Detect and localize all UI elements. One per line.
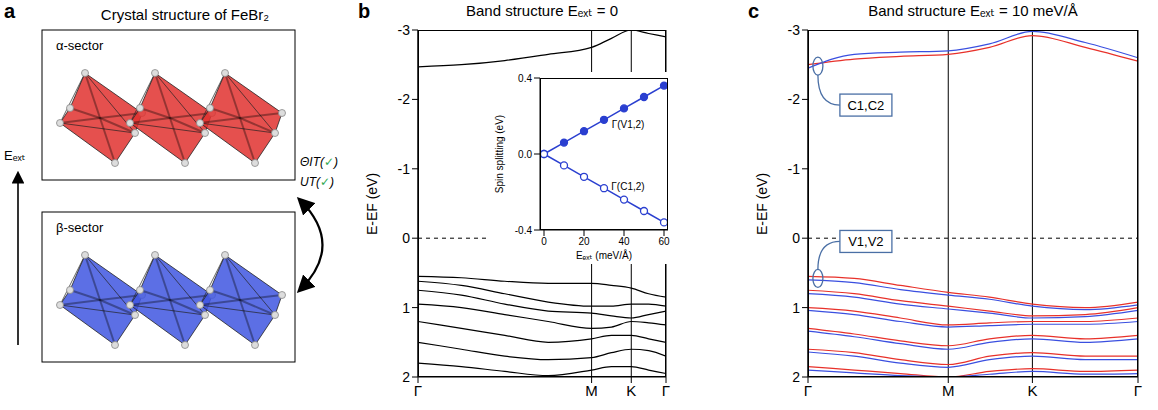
- svg-text:-3: -3: [398, 22, 411, 38]
- svg-text:-3: -3: [788, 22, 801, 38]
- html-text:b: b: [358, 0, 371, 22]
- svg-text:UT(✓): UT(✓): [300, 175, 334, 189]
- html-text:a: a: [4, 0, 16, 22]
- html-text:E-EF (eV): E-EF (eV): [364, 172, 380, 235]
- svg-text:Γ: Γ: [804, 382, 812, 399]
- svg-text:K: K: [1027, 382, 1037, 399]
- svg-text:Eₑₓₜ: Eₑₓₜ: [4, 148, 26, 163]
- svg-text:β-sector: β-sector: [56, 220, 104, 235]
- svg-text:-0.4: -0.4: [515, 225, 533, 236]
- html-text:c: c: [748, 0, 760, 22]
- svg-text:C1,C2: C1,C2: [847, 98, 884, 113]
- svg-text:-2: -2: [788, 91, 801, 107]
- svg-text:20: 20: [578, 236, 590, 247]
- svg-text:Crystal structure of FeBr₂: Crystal structure of FeBr₂: [101, 6, 270, 23]
- svg-text:Γ: Γ: [662, 382, 670, 399]
- svg-text:Γ(C1,2): Γ(C1,2): [611, 181, 644, 192]
- svg-text:K: K: [626, 382, 636, 399]
- svg-text:α-sector: α-sector: [56, 38, 104, 53]
- svg-text:1: 1: [792, 300, 800, 316]
- svg-text:M: M: [585, 382, 598, 399]
- html-text:Spin splitting (eV): Spin splitting (eV): [493, 114, 505, 194]
- svg-text:0: 0: [541, 236, 547, 247]
- html-text:Band structure Eₑₓₜ = 0: Band structure Eₑₓₜ = 0: [466, 2, 618, 19]
- svg-text:60: 60: [658, 236, 670, 247]
- svg-text:0: 0: [402, 230, 410, 246]
- html-text:E-EF (eV): E-EF (eV): [754, 172, 770, 235]
- html-text:Band structure Eₑₓₜ = 10 meV/Å: Band structure Eₑₓₜ = 10 meV/Å: [868, 2, 1078, 19]
- svg-text:2: 2: [792, 369, 800, 385]
- svg-text:2: 2: [402, 369, 410, 385]
- svg-text:Γ(V1,2): Γ(V1,2): [612, 119, 645, 130]
- svg-text:Γ: Γ: [1134, 382, 1142, 399]
- svg-text:M: M: [942, 382, 955, 399]
- svg-text:Γ: Γ: [414, 382, 422, 399]
- svg-text:0.4: 0.4: [518, 73, 532, 84]
- html-text:Eₑₓₜ (meV/Å): Eₑₓₜ (meV/Å): [576, 250, 632, 261]
- svg-text:-1: -1: [398, 161, 411, 177]
- svg-text:-1: -1: [788, 161, 801, 177]
- svg-text:40: 40: [618, 236, 630, 247]
- svg-text:ΘIT(✓): ΘIT(✓): [300, 155, 338, 169]
- svg-text:1: 1: [402, 300, 410, 316]
- svg-text:0.0: 0.0: [518, 149, 532, 160]
- svg-text:V1,V2: V1,V2: [848, 234, 883, 249]
- svg-text:0: 0: [792, 230, 800, 246]
- svg-text:-2: -2: [398, 91, 411, 107]
